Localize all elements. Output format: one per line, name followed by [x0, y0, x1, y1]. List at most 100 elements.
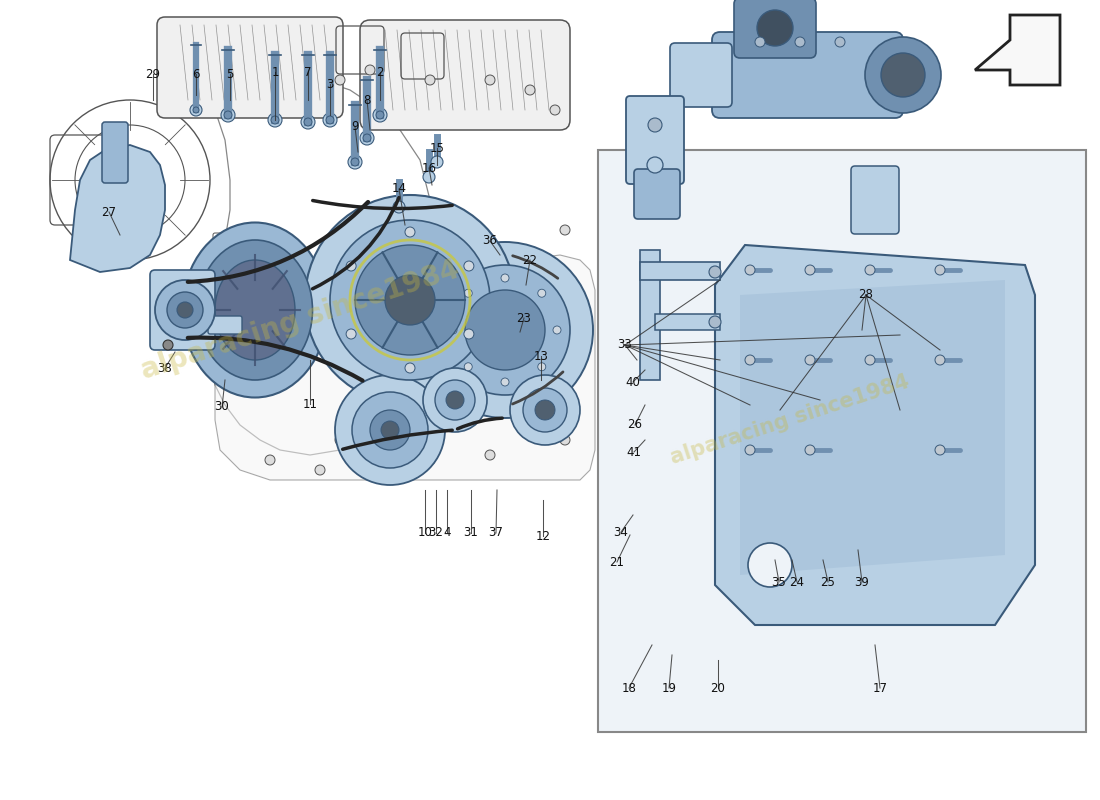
Circle shape	[315, 465, 324, 475]
FancyBboxPatch shape	[712, 32, 903, 118]
Circle shape	[326, 116, 334, 124]
FancyBboxPatch shape	[157, 17, 343, 118]
Circle shape	[365, 65, 375, 75]
Circle shape	[405, 227, 415, 237]
FancyBboxPatch shape	[150, 270, 214, 350]
Polygon shape	[715, 245, 1035, 625]
Circle shape	[745, 355, 755, 365]
Text: 36: 36	[483, 234, 497, 247]
Circle shape	[805, 265, 815, 275]
Circle shape	[464, 290, 472, 298]
Circle shape	[305, 195, 515, 405]
Circle shape	[795, 37, 805, 47]
Circle shape	[500, 274, 509, 282]
Text: 19: 19	[661, 682, 676, 694]
Circle shape	[177, 302, 192, 318]
Text: 12: 12	[536, 530, 550, 542]
Text: 14: 14	[392, 182, 407, 195]
Circle shape	[346, 329, 356, 339]
Circle shape	[805, 355, 815, 365]
Text: 2: 2	[376, 66, 384, 78]
Circle shape	[647, 157, 663, 173]
Circle shape	[301, 115, 315, 129]
Circle shape	[434, 380, 475, 420]
Text: 31: 31	[463, 526, 478, 539]
Circle shape	[336, 375, 446, 485]
FancyArrowPatch shape	[513, 256, 558, 278]
Text: 10: 10	[418, 526, 432, 539]
FancyBboxPatch shape	[734, 0, 816, 58]
Text: 15: 15	[430, 142, 444, 154]
Text: 17: 17	[872, 682, 888, 694]
Text: 40: 40	[626, 375, 640, 389]
Circle shape	[323, 113, 337, 127]
Bar	[640, 262, 720, 280]
Circle shape	[155, 280, 214, 340]
Circle shape	[417, 242, 593, 418]
Circle shape	[560, 225, 570, 235]
Text: 6: 6	[192, 67, 200, 81]
Text: 25: 25	[821, 575, 835, 589]
Text: 18: 18	[621, 682, 637, 694]
Ellipse shape	[214, 260, 295, 360]
Text: 39: 39	[855, 575, 869, 589]
Ellipse shape	[198, 240, 312, 380]
Text: 22: 22	[522, 254, 538, 266]
Circle shape	[376, 111, 384, 119]
Circle shape	[224, 111, 232, 119]
Circle shape	[748, 543, 792, 587]
Circle shape	[370, 410, 410, 450]
FancyBboxPatch shape	[102, 122, 128, 183]
Text: 41: 41	[627, 446, 641, 458]
FancyBboxPatch shape	[360, 20, 570, 130]
Circle shape	[167, 292, 204, 328]
Circle shape	[351, 158, 359, 166]
Circle shape	[538, 290, 546, 298]
Text: 28: 28	[859, 289, 873, 302]
Circle shape	[550, 105, 560, 115]
Circle shape	[745, 265, 755, 275]
Circle shape	[648, 118, 662, 132]
Text: 16: 16	[421, 162, 437, 174]
Circle shape	[449, 326, 456, 334]
Text: 4: 4	[443, 526, 451, 539]
Circle shape	[935, 445, 945, 455]
FancyArrowPatch shape	[312, 198, 399, 289]
Text: 35: 35	[771, 575, 786, 589]
Text: 34: 34	[614, 526, 628, 538]
Text: 13: 13	[534, 350, 549, 362]
Circle shape	[535, 400, 556, 420]
Text: 9: 9	[351, 121, 359, 134]
Text: 24: 24	[790, 575, 804, 589]
Circle shape	[485, 450, 495, 460]
Text: 1: 1	[272, 66, 278, 78]
Circle shape	[464, 261, 474, 271]
Text: alparacing since1984: alparacing since1984	[668, 372, 912, 468]
Circle shape	[424, 171, 434, 183]
Circle shape	[221, 108, 235, 122]
Text: 29: 29	[145, 67, 161, 81]
Circle shape	[500, 378, 509, 386]
Ellipse shape	[183, 222, 328, 398]
Circle shape	[265, 455, 275, 465]
Circle shape	[271, 116, 279, 124]
Text: 30: 30	[214, 401, 230, 414]
Circle shape	[425, 455, 435, 465]
Text: 33: 33	[617, 338, 632, 351]
Text: 20: 20	[711, 682, 725, 694]
Text: 23: 23	[517, 311, 531, 325]
Circle shape	[431, 156, 443, 168]
Circle shape	[525, 85, 535, 95]
Circle shape	[522, 388, 566, 432]
FancyArrowPatch shape	[458, 418, 503, 429]
Circle shape	[805, 445, 815, 455]
Circle shape	[190, 104, 202, 116]
Circle shape	[464, 329, 474, 339]
Circle shape	[363, 134, 371, 142]
Circle shape	[560, 335, 570, 345]
Circle shape	[835, 37, 845, 47]
Text: 7: 7	[305, 66, 311, 78]
Circle shape	[465, 290, 544, 370]
FancyArrowPatch shape	[188, 338, 363, 381]
Text: 26: 26	[627, 418, 642, 431]
